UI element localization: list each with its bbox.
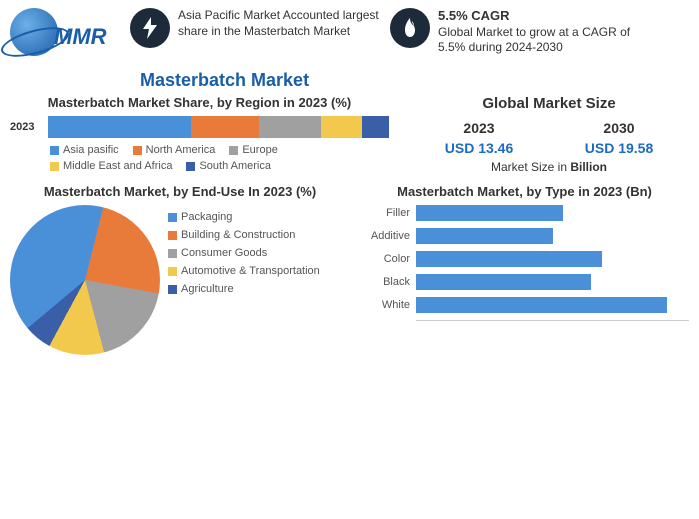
size-note-prefix: Market Size in [491, 160, 570, 174]
type-chart-section: Masterbatch Market, by Type in 2023 (Bn)… [360, 184, 689, 355]
legend-swatch [168, 213, 177, 222]
region-segment [362, 116, 389, 138]
type-bar-fill [416, 251, 602, 267]
type-bar-track [416, 205, 689, 221]
legend-label: Europe [242, 144, 277, 156]
type-bar-label: Color [360, 253, 410, 265]
size-note: Market Size in Billion [409, 160, 689, 174]
legend-swatch [133, 146, 142, 155]
size-years: 2023 2030 [409, 120, 689, 136]
type-bar-fill [416, 297, 667, 313]
region-segment [321, 116, 362, 138]
legend-swatch [229, 146, 238, 155]
type-bars: Filler Additive Color Black White [360, 205, 689, 313]
legend-swatch [168, 285, 177, 294]
info-block-region: Asia Pacific Market Accounted largest sh… [130, 8, 380, 48]
cagr-title: 5.5% CAGR [438, 8, 640, 25]
type-bar-label: White [360, 299, 410, 311]
legend-item: Automotive & Transportation [168, 265, 320, 277]
legend-item: Building & Construction [168, 229, 320, 241]
legend-swatch [50, 162, 59, 171]
legend-label: Building & Construction [181, 229, 295, 241]
legend-item: Europe [229, 144, 277, 156]
region-chart: Masterbatch Market Share, by Region in 2… [10, 95, 389, 174]
type-bar-row: Black [360, 274, 689, 290]
size-values: USD 13.46 USD 19.58 [409, 140, 689, 156]
legend-label: Agriculture [181, 283, 234, 295]
cagr-text: Global Market to grow at a CAGR of 5.5% … [438, 25, 640, 56]
legend-swatch [168, 267, 177, 276]
pie-wrap: Packaging Building & Construction Consumer… [10, 205, 350, 355]
type-bar-fill [416, 228, 553, 244]
size-val-2: USD 19.58 [585, 140, 653, 156]
pie-chart [10, 205, 160, 355]
type-bar-row: White [360, 297, 689, 313]
flame-icon [390, 8, 430, 48]
type-bar-track [416, 297, 689, 313]
region-segment [259, 116, 320, 138]
legend-item: Consumer Goods [168, 247, 320, 259]
type-bar-track [416, 251, 689, 267]
legend-item: Asia pasific [50, 144, 119, 156]
legend-label: Asia pasific [63, 144, 119, 156]
legend-item: Agriculture [168, 283, 320, 295]
type-bar-row: Filler [360, 205, 689, 221]
bottom-row: Masterbatch Market, by End-Use In 2023 (… [0, 178, 699, 361]
mmr-logo: MMR [10, 8, 120, 58]
global-size-title: Global Market Size [409, 95, 689, 112]
type-axis [416, 320, 689, 321]
region-segment [191, 116, 259, 138]
stacked-bar-row: 2023 [10, 116, 389, 138]
legend-swatch [50, 146, 59, 155]
legend-label: South America [199, 160, 271, 172]
legend-swatch [168, 231, 177, 240]
size-val-1: USD 13.46 [445, 140, 513, 156]
pie-chart-section: Masterbatch Market, by End-Use In 2023 (… [10, 184, 350, 355]
type-chart-title: Masterbatch Market, by Type in 2023 (Bn) [360, 184, 689, 199]
type-bar-label: Filler [360, 207, 410, 219]
type-bar-label: Black [360, 276, 410, 288]
stacked-bar [48, 116, 389, 138]
legend-swatch [168, 249, 177, 258]
stacked-bar-year: 2023 [10, 121, 42, 133]
legend-item: North America [133, 144, 216, 156]
region-segment [48, 116, 191, 138]
legend-label: Packaging [181, 211, 232, 223]
size-year-1: 2023 [463, 120, 494, 136]
info-block-cagr: 5.5% CAGR Global Market to grow at a CAG… [390, 8, 640, 56]
legend-label: Automotive & Transportation [181, 265, 320, 277]
legend-label: North America [146, 144, 216, 156]
lightning-icon [130, 8, 170, 48]
pie-legend: Packaging Building & Construction Consumer… [168, 205, 320, 295]
legend-item: Packaging [168, 211, 320, 223]
legend-swatch [186, 162, 195, 171]
type-bar-fill [416, 205, 563, 221]
legend-label: Consumer Goods [181, 247, 267, 259]
mid-content: Masterbatch Market Share, by Region in 2… [0, 91, 699, 178]
main-title: Masterbatch Market [0, 70, 699, 91]
region-chart-title: Masterbatch Market Share, by Region in 2… [10, 95, 389, 110]
type-bar-row: Additive [360, 228, 689, 244]
size-note-bold: Billion [570, 160, 607, 174]
type-bar-track [416, 228, 689, 244]
type-bar-track [416, 274, 689, 290]
legend-item: Middle East and Africa [50, 160, 172, 172]
global-size-panel: Global Market Size 2023 2030 USD 13.46 U… [409, 95, 689, 174]
region-legend: Asia pasific North America Europe Middle Ea… [10, 144, 389, 172]
type-bar-label: Additive [360, 230, 410, 242]
info-text-cagr: 5.5% CAGR Global Market to grow at a CAG… [438, 8, 640, 56]
logo-text: MMR [54, 24, 107, 50]
legend-label: Middle East and Africa [63, 160, 172, 172]
pie-chart-title: Masterbatch Market, by End-Use In 2023 (… [10, 184, 350, 199]
type-bar-row: Color [360, 251, 689, 267]
header-row: MMR Asia Pacific Market Accounted larges… [0, 0, 699, 66]
legend-item: South America [186, 160, 271, 172]
info-text-region: Asia Pacific Market Accounted largest sh… [178, 8, 380, 39]
type-bar-fill [416, 274, 591, 290]
size-year-2: 2030 [603, 120, 634, 136]
